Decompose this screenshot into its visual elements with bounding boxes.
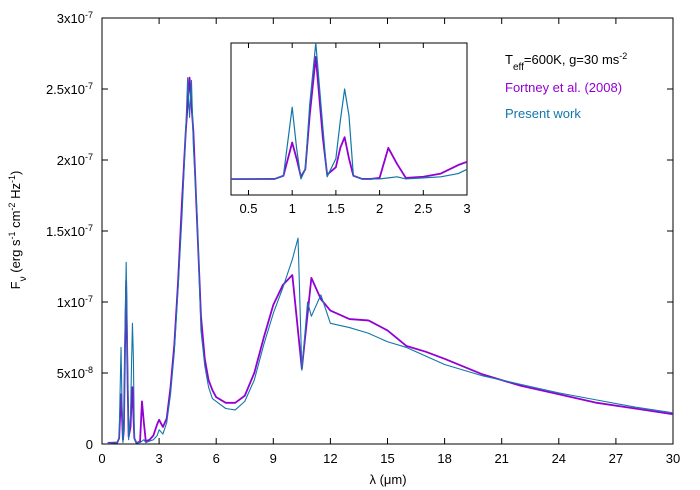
main-series-line-present-work <box>107 77 673 444</box>
main-x-tick-label: 3 <box>155 451 162 466</box>
teff-annotation: Teff=600K, g=30 ms-2 <box>505 51 627 73</box>
main-x-tick-label: 27 <box>609 451 623 466</box>
main-x-tick-label: 6 <box>213 451 220 466</box>
main-x-tick-label: 0 <box>98 451 105 466</box>
inset-x-tick-label: 2.5 <box>414 201 432 216</box>
main-y-tick-label: 2.5x10-7 <box>46 81 93 97</box>
inset-tick-marks <box>247 43 468 195</box>
main-y-tick-label: 1x10-7 <box>57 294 93 310</box>
main-y-tick-label: 3x10-7 <box>57 10 93 26</box>
main-y-tick-label: 5x10-8 <box>57 365 93 381</box>
main-x-tick-labels: 0 3 6 9 12 15 18 21 24 27 30 <box>98 451 680 466</box>
main-y-tick-label: 1.5x10-7 <box>46 223 93 239</box>
inset-x-tick-label: 1.5 <box>327 201 345 216</box>
main-x-tick-label: 21 <box>494 451 508 466</box>
legend-entry-present-work: Present work <box>505 106 581 121</box>
inset-series-line-present-work <box>231 43 467 181</box>
main-y-tick-labels: 0 5x10-8 1x10-7 1.5x10-7 2x10-7 2.5x10-7 3x10-… <box>46 10 93 452</box>
inset-x-tick-label: 3 <box>463 201 470 216</box>
inset-x-tick-labels: 0.5 1 1.5 2 2.5 3 <box>239 201 470 216</box>
main-x-tick-label: 12 <box>323 451 337 466</box>
inset-x-tick-label: 2 <box>376 201 383 216</box>
main-y-tick-label: 2x10-7 <box>57 152 93 168</box>
main-tick-marks <box>101 17 674 445</box>
inset-series-group <box>231 43 467 181</box>
main-x-tick-label: 18 <box>437 451 451 466</box>
legend-entry-fortney: Fortney et al. (2008) <box>505 80 622 95</box>
main-x-tick-label: 15 <box>380 451 394 466</box>
inset-x-tick-label: 1 <box>289 201 296 216</box>
inset-series-line-fortney <box>231 56 467 181</box>
inset-x-tick-label: 0.5 <box>239 201 257 216</box>
y-axis-label: Fν (erg s-1 cm-2 Hz-1) <box>7 171 29 290</box>
x-axis-label: λ (μm) <box>369 472 406 487</box>
main-x-tick-label: 24 <box>552 451 566 466</box>
main-series-group <box>107 76 673 444</box>
main-y-tick-label: 0 <box>86 437 93 452</box>
main-x-tick-label: 30 <box>666 451 680 466</box>
main-x-tick-label: 9 <box>270 451 277 466</box>
